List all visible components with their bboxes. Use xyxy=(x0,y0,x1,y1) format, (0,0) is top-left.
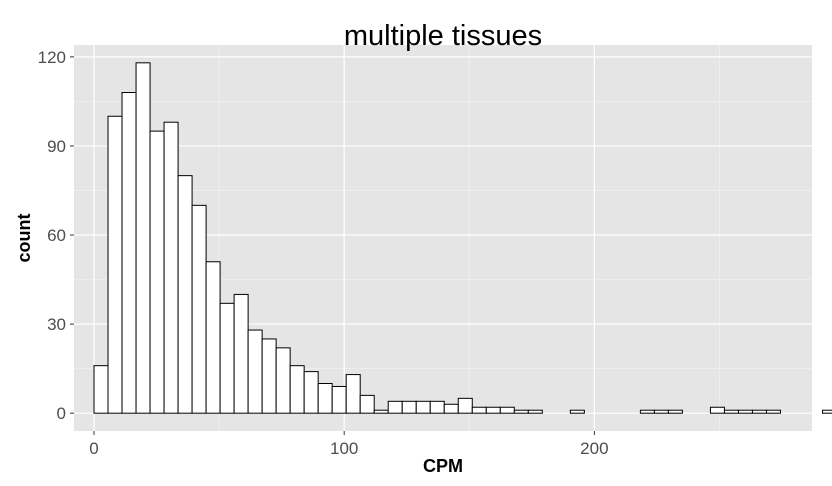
histogram-bar xyxy=(822,409,832,414)
histogram-bar xyxy=(135,62,151,414)
histogram-bar xyxy=(317,382,333,414)
y-tick-label: 0 xyxy=(57,404,66,423)
histogram-bar xyxy=(401,400,417,414)
histogram-bar xyxy=(261,338,277,414)
histogram-bar xyxy=(373,409,389,414)
histogram-bar xyxy=(163,121,179,414)
histogram-bar xyxy=(723,409,739,414)
histogram-bar xyxy=(709,406,725,414)
histogram-bar xyxy=(569,409,585,414)
y-axis-title: count xyxy=(14,214,34,263)
histogram-bar xyxy=(765,409,781,414)
histogram-bar xyxy=(275,347,291,414)
histogram-bar xyxy=(93,365,109,414)
histogram-bar xyxy=(233,293,249,414)
histogram-bar xyxy=(499,406,515,414)
histogram-bar xyxy=(457,397,473,414)
histogram-bar xyxy=(247,329,263,414)
histogram-bar xyxy=(219,302,235,414)
y-tick-label: 60 xyxy=(47,226,66,245)
chart-title: multiple tissues xyxy=(344,20,542,52)
histogram-bar xyxy=(121,92,137,414)
histogram-bar xyxy=(415,400,431,414)
histogram-bar xyxy=(737,409,753,414)
y-tick-label: 120 xyxy=(38,48,66,67)
histogram-bars xyxy=(93,62,832,414)
histogram-bar xyxy=(513,409,529,414)
histogram-bar xyxy=(345,374,361,414)
histogram-bar xyxy=(149,130,165,414)
histogram-bar xyxy=(471,406,487,414)
histogram-bar xyxy=(177,175,193,414)
x-tick-label: 0 xyxy=(89,439,98,458)
histogram-bar xyxy=(751,409,767,414)
histogram-bar xyxy=(303,371,319,414)
histogram-bar xyxy=(443,403,459,414)
axis-ticks xyxy=(70,56,595,435)
histogram-bar xyxy=(107,115,123,414)
histogram-bar xyxy=(527,409,543,414)
y-tick-label: 30 xyxy=(47,315,66,334)
histogram-bar xyxy=(205,261,221,414)
histogram-bar xyxy=(485,406,501,414)
histogram-bar xyxy=(359,394,375,414)
histogram-bar xyxy=(667,409,683,414)
histogram-bar xyxy=(191,204,207,414)
histogram-bar xyxy=(653,409,669,414)
x-axis-title: CPM xyxy=(423,456,463,476)
x-tick-label: 100 xyxy=(330,439,358,458)
histogram-bar xyxy=(289,365,305,414)
y-tick-label: 90 xyxy=(47,137,66,156)
histogram-bar xyxy=(331,385,347,414)
histogram-bar xyxy=(387,400,403,414)
histogram-bar xyxy=(429,400,445,414)
x-tick-label: 200 xyxy=(580,439,608,458)
histogram-bar xyxy=(639,409,655,414)
axis-tick-labels: 0 100 200 0 30 60 90 120 xyxy=(38,48,609,458)
